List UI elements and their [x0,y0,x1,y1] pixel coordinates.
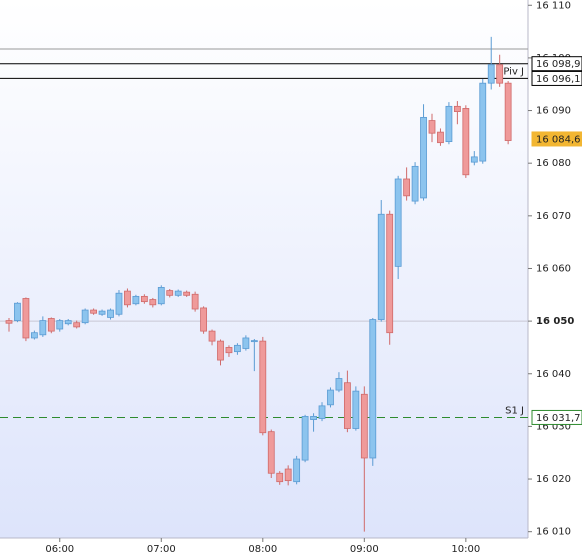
price-label: 16 096,1 [536,74,581,85]
candle-body [73,322,81,328]
candle-body [479,82,487,162]
axis-area [528,0,582,559]
candle-body [157,287,165,305]
y-tick-label: 16 090 [536,106,571,117]
price-box [531,56,582,72]
candle-body [132,295,140,305]
price-box [531,409,582,425]
y-tick-label: 16 080 [536,158,571,169]
candle-body [200,307,207,332]
x-tick-label: 08:00 [248,544,277,555]
candle-body [403,178,411,197]
price-label: 16 084,6 [536,134,581,145]
candle-body [343,382,351,429]
plot-area [0,0,528,538]
price-label: 16 098,9 [536,59,581,70]
candle-body [64,320,72,325]
candle-body [14,302,21,321]
candle-body [56,320,64,330]
y-tick-label: 16 040 [536,369,571,380]
candle-body [47,318,55,332]
candle-body [191,293,199,310]
candle-body [504,82,512,141]
candle-body [284,468,292,482]
candle-body [5,320,13,324]
candle-body [310,415,317,420]
candle-body [149,299,157,306]
candle-body [487,64,495,84]
candle-body [174,290,182,296]
y-tick-label: 16 060 [536,263,571,274]
candle-body [428,120,436,134]
candle-body [107,309,114,318]
y-tick-label: 16 020 [536,474,571,485]
x-tick-label: 06:00 [45,544,74,555]
candle-body [335,378,343,391]
candle-body [39,320,47,336]
candle-body [225,347,233,354]
x-tick-label: 07:00 [147,544,176,555]
price-box [531,131,582,147]
candle-body [30,332,38,339]
candle-body [217,340,224,361]
candle-body [250,340,258,343]
candle-body [166,290,174,296]
candle-body [496,64,504,84]
candle-body [242,337,250,349]
candle-body [183,291,191,296]
candle-body [462,108,470,176]
candle-body [470,156,478,163]
candle-body [293,458,301,483]
candle-body [22,298,30,339]
level-name: S1 J [505,405,524,416]
candle-body [234,344,241,353]
y-tick-label: 16 010 [536,527,571,538]
level-name: Piv J [503,66,524,77]
price-box [531,70,582,86]
candle-body [377,213,385,320]
candle-body [98,310,106,315]
candle-body [259,340,267,434]
candle-body [140,295,148,303]
candle-body [352,390,360,429]
candle-body [420,116,427,199]
candle-body [327,389,334,406]
x-tick-label: 10:00 [451,544,480,555]
y-tick-label: 16 110 [536,0,571,11]
candle-body [124,290,131,306]
candle-body [115,292,123,315]
candle-body [81,309,89,324]
candle-body [394,178,402,267]
price-label: 16 031,7 [536,413,581,424]
candle-body [267,431,275,474]
candle-body [445,105,453,143]
y-tick-label: 16 070 [536,211,571,222]
candle-body [301,415,309,461]
x-tick-label: 09:00 [350,544,379,555]
candle-body [437,131,444,144]
y-tick-label: 16 030 [536,421,571,432]
candle-body [90,309,97,314]
candle-body [276,472,284,483]
candle-body [318,405,326,419]
candle-body [411,165,419,202]
candle-body [386,213,394,334]
candle-body [453,105,461,113]
candle-body [360,393,368,459]
candle-body [369,319,377,459]
y-tick-label: 16 050 [536,316,574,327]
candle-body [208,330,216,342]
